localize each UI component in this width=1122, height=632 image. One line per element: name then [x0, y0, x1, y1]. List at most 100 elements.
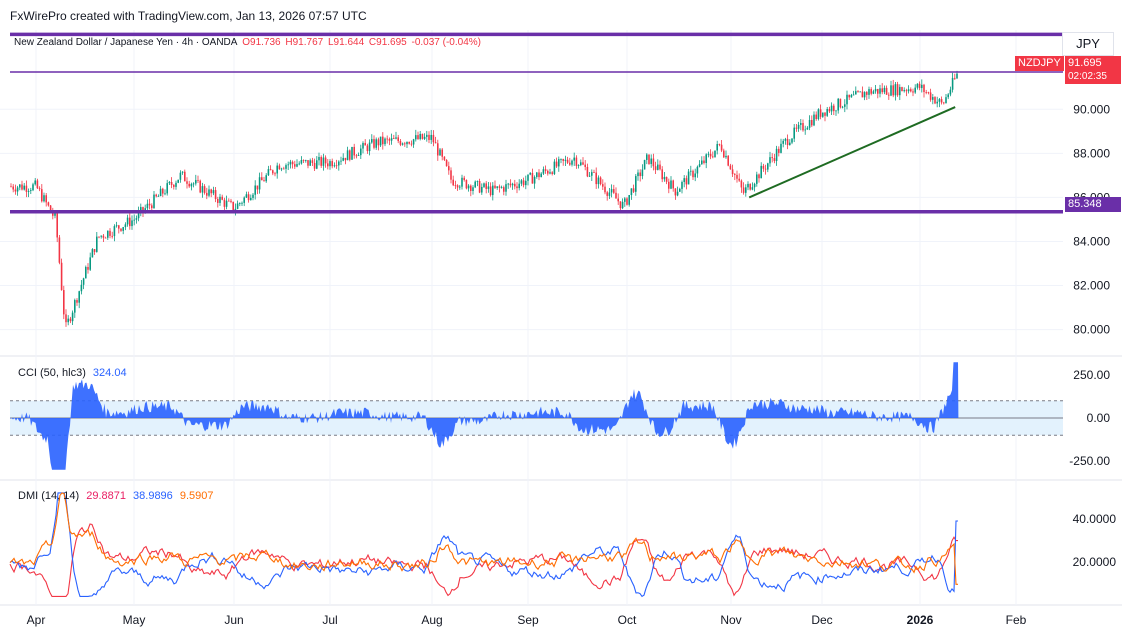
- candle-body: [87, 266, 89, 270]
- cci-label: CCI (50, hlc3): [18, 367, 86, 379]
- candle-body: [734, 174, 736, 175]
- candle-body: [527, 174, 529, 181]
- candle-body: [716, 144, 718, 151]
- candle-body: [245, 194, 248, 198]
- candle-body: [894, 84, 897, 96]
- candle-body: [397, 137, 399, 142]
- candle-body: [27, 190, 30, 192]
- candle-body: [459, 186, 461, 188]
- candle-body: [461, 177, 463, 187]
- candle-body: [764, 168, 767, 170]
- candle-body: [758, 174, 760, 179]
- candle-body: [419, 133, 421, 140]
- candle-body: [896, 84, 899, 96]
- candle-body: [298, 163, 300, 165]
- dmi-adx-value: 9.5907: [179, 490, 214, 502]
- candle-body: [676, 191, 679, 196]
- candle-body: [318, 156, 320, 161]
- candle-body: [815, 114, 817, 120]
- candle-body: [846, 94, 848, 105]
- candle-body: [280, 168, 283, 170]
- candle-body: [225, 200, 228, 207]
- candle-body: [496, 186, 498, 188]
- candle-body: [888, 94, 890, 96]
- candle-body: [221, 196, 223, 200]
- candle-body: [782, 140, 784, 144]
- candle-body: [852, 94, 855, 96]
- candle-body: [65, 314, 67, 323]
- candle-body: [241, 202, 243, 204]
- candle-body: [663, 176, 666, 180]
- candle-body: [577, 165, 580, 166]
- candle-body: [168, 182, 171, 184]
- candle-body: [932, 97, 934, 100]
- candle-body: [712, 156, 714, 158]
- price-candles: [10, 70, 958, 327]
- candle-body: [272, 170, 274, 174]
- symbol-name[interactable]: New Zealand Dollar / Japanese Yen · 4h ·…: [14, 37, 238, 48]
- candle-body: [738, 178, 740, 181]
- candle-body: [401, 143, 404, 145]
- candle-body: [698, 164, 701, 167]
- dmi-axis-label: 20.0000: [1073, 555, 1117, 569]
- dmi-minus-value: 38.9896: [133, 490, 173, 502]
- candle-body: [571, 160, 573, 165]
- candle-body: [813, 114, 815, 126]
- ticker-tag: NZDJPY: [1015, 56, 1064, 71]
- candle-body: [478, 180, 481, 193]
- candle-body: [43, 195, 45, 202]
- candle-body: [366, 145, 369, 152]
- candle-body: [749, 183, 751, 190]
- candle-body: [531, 172, 534, 184]
- candle-body: [122, 227, 124, 231]
- candle-body: [285, 165, 287, 169]
- candle-body: [657, 164, 659, 170]
- candle-body: [613, 189, 615, 193]
- candle-body: [60, 262, 63, 291]
- x-tick-label: Jun: [224, 613, 243, 627]
- candle-body: [874, 88, 877, 92]
- candle-body: [485, 183, 487, 189]
- currency-button[interactable]: JPY: [1062, 32, 1114, 56]
- candle-body: [421, 133, 424, 139]
- candle-body: [232, 201, 234, 212]
- candle-body: [91, 249, 94, 258]
- candle-body: [522, 180, 525, 186]
- candle-body: [641, 169, 644, 177]
- candle-body: [291, 161, 294, 165]
- candle-body: [604, 186, 606, 193]
- candle-body: [441, 149, 443, 157]
- candle-body: [940, 99, 943, 103]
- candle-body: [89, 257, 91, 270]
- candle-body: [714, 150, 716, 157]
- candle-body: [355, 155, 358, 157]
- candle-body: [830, 105, 833, 112]
- candle-body: [520, 180, 523, 184]
- candle-body: [507, 183, 509, 185]
- last-price-tag: 91.695: [1065, 56, 1121, 71]
- candle-body: [456, 185, 459, 188]
- symbol-line: New Zealand Dollar / Japanese Yen · 4h ·…: [14, 37, 483, 48]
- candle-body: [542, 169, 545, 174]
- candle-body: [195, 180, 197, 184]
- candle-body: [725, 155, 727, 158]
- candle-body: [489, 186, 492, 196]
- candle-body: [802, 123, 804, 131]
- candle-body: [201, 186, 204, 193]
- candle-body: [800, 123, 802, 125]
- candle-body: [371, 139, 373, 143]
- candle-body: [558, 159, 560, 167]
- candle-body: [650, 158, 652, 164]
- candle-body: [705, 154, 707, 163]
- candle-body: [344, 157, 347, 161]
- candle-body: [311, 160, 314, 163]
- candle-body: [819, 109, 822, 117]
- candle-body: [918, 83, 921, 89]
- candle-body: [54, 212, 56, 216]
- candle-body: [426, 134, 428, 137]
- candle-body: [63, 290, 65, 315]
- candle-body: [681, 181, 683, 189]
- candle-body: [118, 225, 120, 229]
- dmi-minus-di-line: [9, 492, 958, 598]
